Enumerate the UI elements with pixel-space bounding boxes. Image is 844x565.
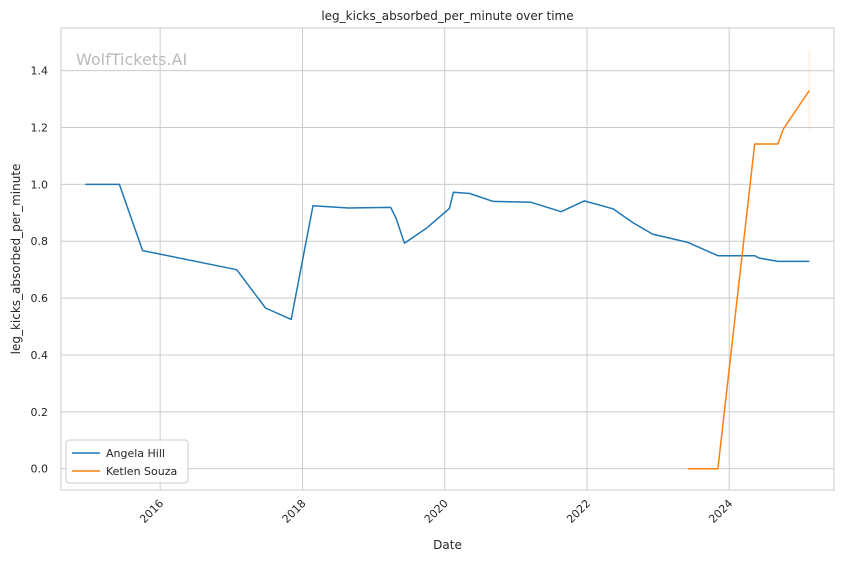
- y-tick-label: 0.6: [31, 292, 49, 305]
- y-tick-label: 0.4: [31, 349, 49, 362]
- y-tick-label: 0.0: [31, 463, 49, 476]
- plot-area-frame: [60, 27, 835, 491]
- y-tick-label: 1.4: [31, 65, 49, 78]
- y-tick-label: 1.0: [31, 178, 49, 191]
- series-line-angela-hill: [85, 183, 810, 321]
- x-tick-label: 2022: [564, 497, 593, 526]
- legend: Angela Hill Ketlen Souza: [65, 439, 189, 484]
- legend-box: [65, 439, 189, 484]
- series-line-ketlen-souza: [687, 90, 810, 470]
- series-layer: [85, 50, 810, 470]
- legend-label-ketlen-souza: Ketlen Souza: [106, 465, 177, 478]
- x-tick-label: 2016: [137, 497, 166, 526]
- watermark: WolfTickets.AI: [76, 50, 187, 69]
- x-tick-label: 2024: [706, 497, 735, 526]
- y-axis-label: leg_kicks_absorbed_per_minute: [9, 164, 23, 355]
- x-axis-label: Date: [433, 538, 462, 552]
- legend-label-angela-hill: Angela Hill: [106, 447, 165, 460]
- grid-lines: [61, 28, 834, 490]
- chart-title: leg_kicks_absorbed_per_minute over time: [321, 9, 573, 23]
- y-tick-label: 0.2: [31, 406, 49, 419]
- x-tick-label: 2020: [422, 497, 451, 526]
- y-tick-label: 1.2: [31, 122, 49, 135]
- y-tick-label: 0.8: [31, 235, 49, 248]
- x-tick-label: 2018: [280, 497, 309, 526]
